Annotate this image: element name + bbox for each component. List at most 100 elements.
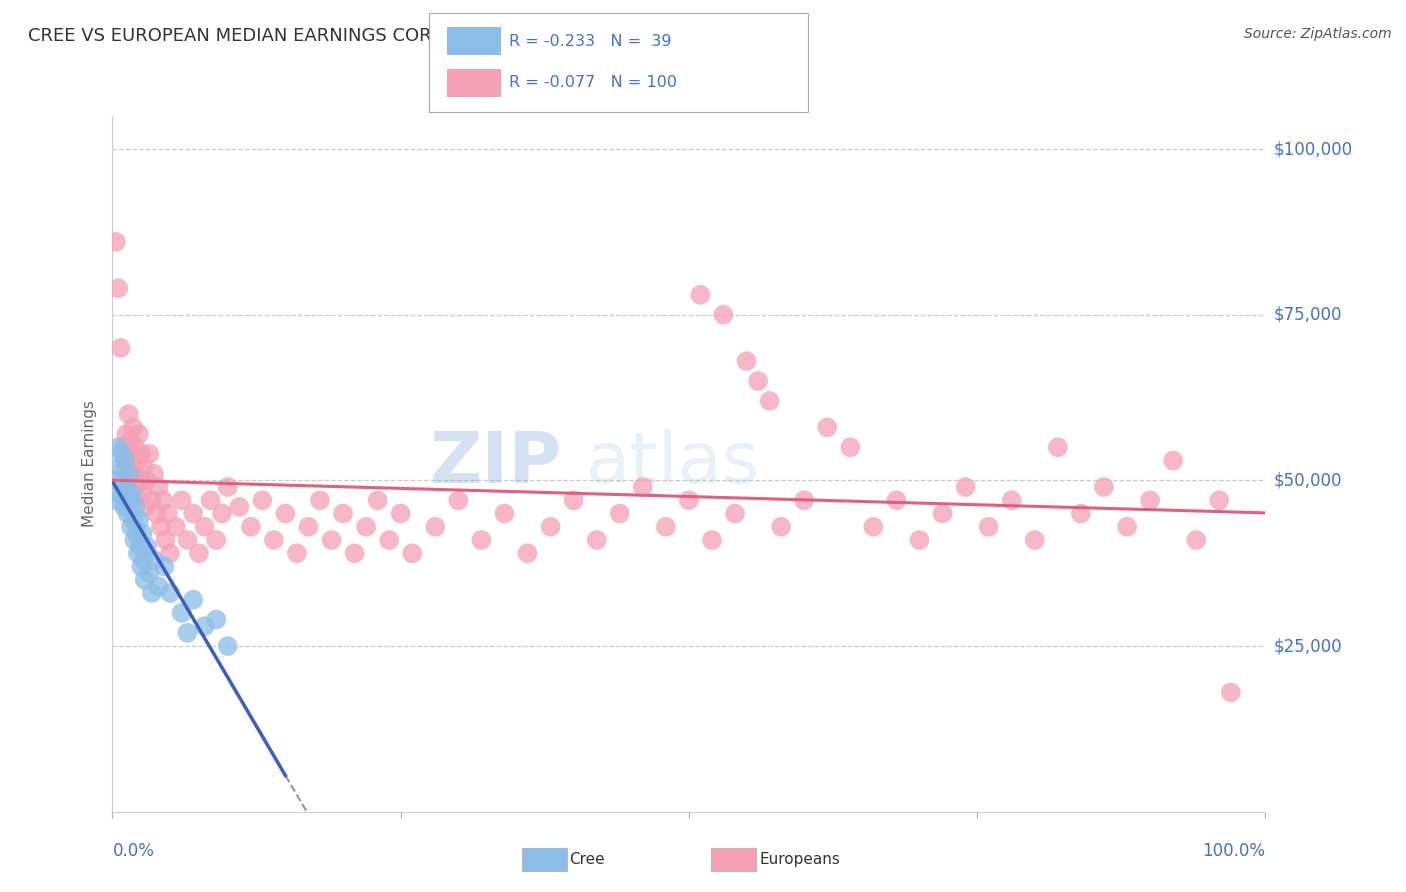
Point — [138, 566, 160, 581]
Point — [378, 533, 401, 547]
Point — [153, 559, 176, 574]
Point — [1139, 493, 1161, 508]
Point — [128, 513, 150, 527]
Point — [931, 507, 953, 521]
Point — [187, 546, 211, 560]
Point — [107, 281, 129, 295]
Point — [145, 507, 167, 521]
Point — [136, 540, 159, 554]
Point — [332, 507, 354, 521]
Point — [217, 639, 239, 653]
Point — [129, 447, 153, 461]
Point — [470, 533, 492, 547]
Point — [114, 460, 136, 475]
Point — [120, 474, 142, 488]
Point — [217, 480, 239, 494]
Text: $100,000: $100,000 — [1274, 140, 1353, 158]
Point — [131, 526, 153, 541]
Point — [839, 440, 862, 454]
Point — [1208, 493, 1230, 508]
Point — [494, 507, 516, 521]
Point — [181, 507, 204, 521]
Point — [125, 480, 148, 494]
Point — [908, 533, 931, 547]
Point — [200, 493, 222, 508]
Point — [815, 420, 838, 434]
Point — [112, 440, 135, 454]
Text: 100.0%: 100.0% — [1202, 842, 1265, 860]
Point — [121, 486, 143, 500]
Point — [117, 407, 139, 421]
Point — [886, 493, 908, 508]
Point — [678, 493, 700, 508]
Point — [165, 520, 187, 534]
Text: Europeans: Europeans — [759, 853, 841, 867]
Point — [585, 533, 607, 547]
Point — [631, 480, 654, 494]
Point — [540, 520, 562, 534]
Point — [105, 493, 128, 508]
Point — [129, 540, 152, 554]
Text: ZIP: ZIP — [430, 429, 562, 499]
Point — [155, 533, 177, 547]
Point — [148, 579, 170, 593]
Point — [321, 533, 343, 547]
Point — [1185, 533, 1208, 547]
Point — [758, 393, 780, 408]
Text: $25,000: $25,000 — [1274, 637, 1343, 655]
Point — [152, 493, 174, 508]
Point — [297, 520, 319, 534]
Point — [170, 493, 193, 508]
Point — [1161, 453, 1184, 467]
Point — [724, 507, 747, 521]
Point — [516, 546, 538, 560]
Point — [239, 520, 262, 534]
Point — [127, 453, 149, 467]
Point — [114, 453, 136, 467]
Point — [252, 493, 274, 508]
Point — [129, 559, 153, 574]
Point — [205, 533, 228, 547]
Text: atlas: atlas — [585, 429, 759, 499]
Point — [141, 586, 163, 600]
Point — [194, 619, 217, 633]
Point — [127, 546, 149, 560]
Point — [122, 513, 145, 527]
Point — [205, 613, 228, 627]
Point — [1070, 507, 1092, 521]
Text: Source: ZipAtlas.com: Source: ZipAtlas.com — [1244, 27, 1392, 41]
Point — [124, 500, 146, 514]
Point — [136, 474, 159, 488]
Point — [117, 467, 139, 481]
Point — [389, 507, 412, 521]
Point — [343, 546, 366, 560]
Point — [156, 507, 179, 521]
Point — [689, 288, 711, 302]
Point — [125, 526, 148, 541]
Point — [111, 447, 134, 461]
Point — [354, 520, 377, 534]
Point — [159, 546, 181, 560]
Point — [655, 520, 678, 534]
Text: $50,000: $50,000 — [1274, 471, 1343, 490]
Point — [194, 520, 217, 534]
Point — [285, 546, 308, 560]
Point — [118, 434, 141, 448]
Point — [134, 500, 156, 514]
Point — [793, 493, 815, 508]
Point — [1001, 493, 1024, 508]
Point — [747, 374, 769, 388]
Point — [1024, 533, 1046, 547]
Point — [112, 500, 135, 514]
Point — [104, 235, 127, 249]
Point — [118, 493, 141, 508]
Point — [143, 553, 166, 567]
Point — [107, 440, 129, 454]
Point — [170, 606, 193, 620]
Point — [211, 507, 233, 521]
Point — [117, 453, 139, 467]
Point — [447, 493, 470, 508]
Point — [425, 520, 447, 534]
Point — [111, 474, 134, 488]
Point — [955, 480, 977, 494]
